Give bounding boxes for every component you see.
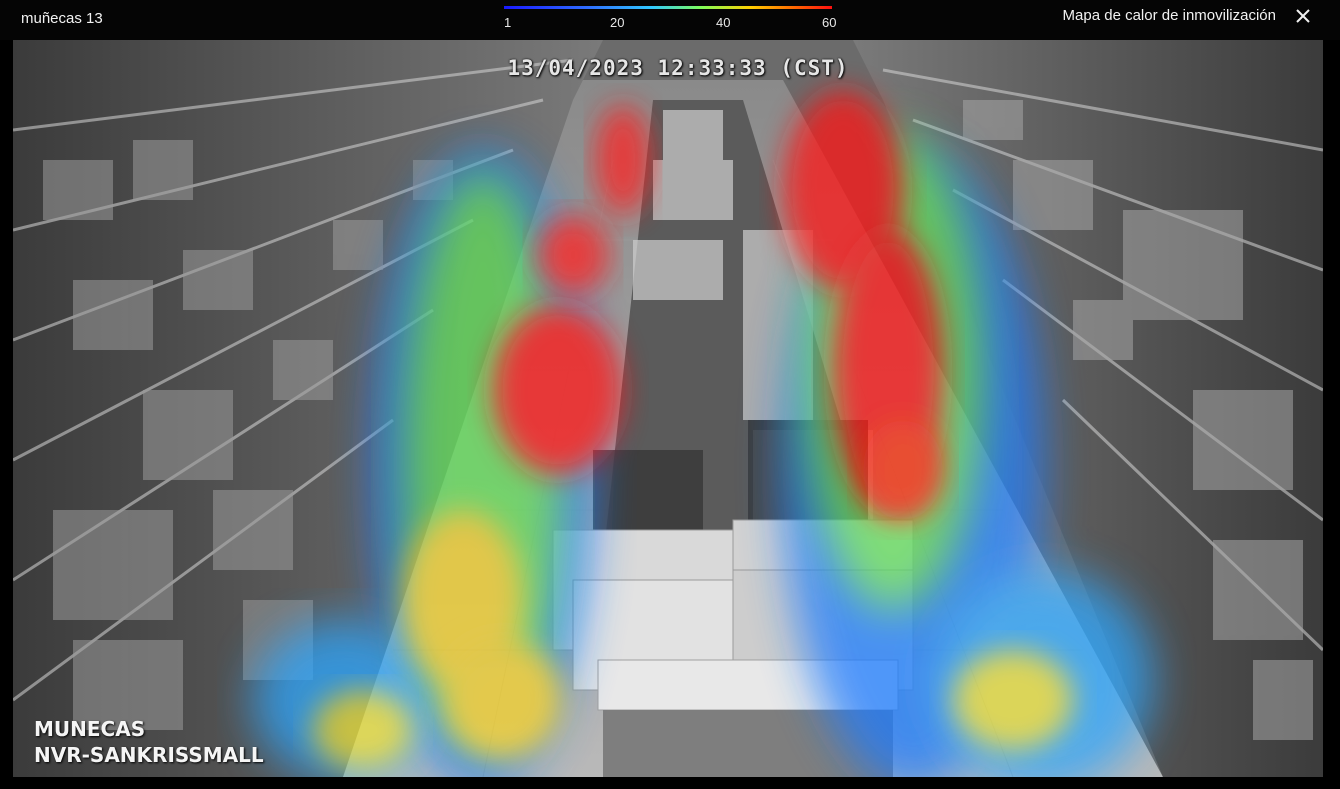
panel-title: Mapa de calor de inmovilización (1062, 7, 1276, 24)
video-timestamp: 13/04/2023 12:33:33 (CST) (507, 56, 849, 80)
top-bar: muñecas 13 1 20 40 60 Mapa de calor de i… (0, 0, 1340, 40)
camera-name: muñecas 13 (21, 10, 103, 27)
legend-tick-max: 60 (822, 15, 837, 30)
legend-gradient-bar (504, 6, 832, 9)
store-aisle-scene (13, 40, 1323, 777)
close-button[interactable] (1292, 5, 1314, 27)
camera-video-frame: 13/04/2023 12:33:33 (CST) MUNECAS NVR-SA… (13, 40, 1323, 777)
channel-name: MUNECAS (34, 717, 146, 741)
legend-tick-min: 1 (504, 15, 512, 30)
video-channel-label: MUNECAS NVR-SANKRISSMALL (34, 716, 264, 768)
recorder-name: NVR-SANKRISSMALL (34, 743, 264, 767)
legend-tick-40: 40 (716, 15, 731, 30)
heatmap-legend: 1 20 40 60 (504, 4, 837, 36)
legend-tick-20: 20 (610, 15, 625, 30)
close-icon[interactable] (1292, 5, 1314, 27)
